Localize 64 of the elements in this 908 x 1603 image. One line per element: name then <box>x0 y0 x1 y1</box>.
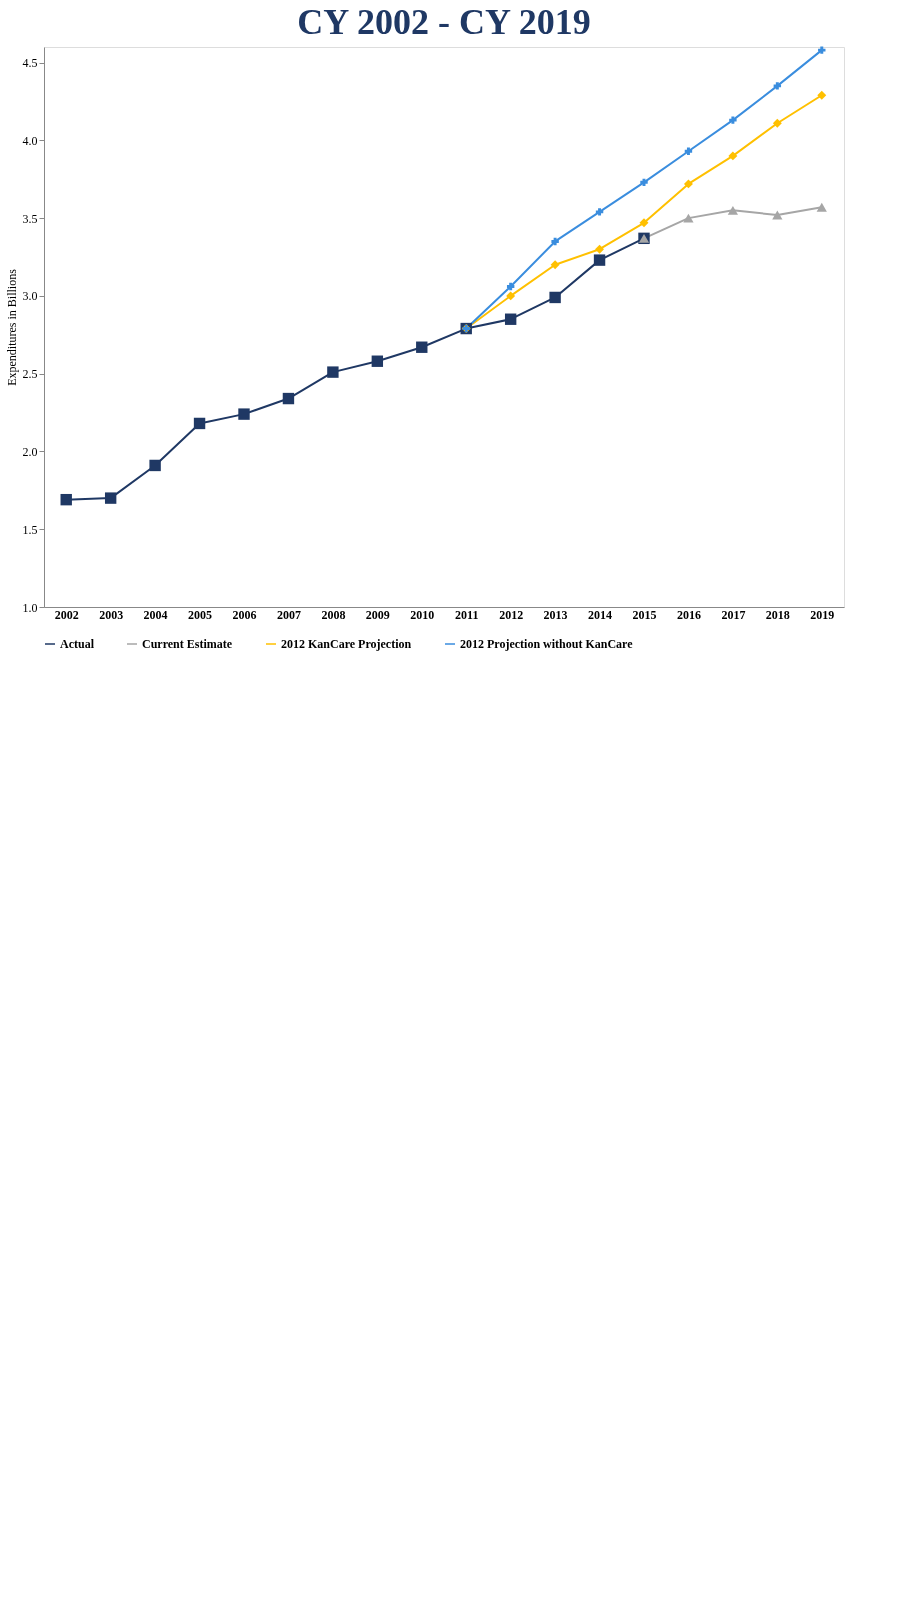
y-tick-label: 4.0 <box>22 133 38 148</box>
point <box>729 116 737 124</box>
point <box>593 254 606 266</box>
point <box>60 493 72 506</box>
point <box>817 90 827 100</box>
legend-label: Actual <box>60 637 95 651</box>
x-tick-label: 2014 <box>588 607 613 622</box>
point <box>728 151 738 161</box>
x-tick-label: 2003 <box>99 607 124 622</box>
y-tick-label: 1.5 <box>22 522 38 537</box>
point <box>550 260 560 270</box>
point <box>772 118 782 128</box>
point <box>371 355 384 367</box>
point <box>104 492 117 504</box>
x-tick-label: 2009 <box>365 607 390 622</box>
point <box>327 366 339 378</box>
x-tick-label: 2010 <box>410 607 435 622</box>
chart-title: CY 2002 - CY 2019 <box>297 2 591 43</box>
point <box>683 179 693 189</box>
x-tick-label: 2002 <box>54 607 79 622</box>
y-tick-label: 4.5 <box>22 56 38 71</box>
point <box>816 202 827 212</box>
x-tick-label: 2017 <box>721 607 746 622</box>
point <box>772 210 783 220</box>
y-tick-label: 3.0 <box>22 289 38 304</box>
legend-label: Current Estimate <box>142 637 233 651</box>
x-tick-label: 2007 <box>276 607 301 622</box>
point <box>773 82 782 90</box>
point <box>640 178 648 187</box>
point <box>818 46 826 54</box>
x-tick-label: 2018 <box>765 607 790 622</box>
point <box>506 291 516 301</box>
point <box>193 417 206 430</box>
point <box>282 392 295 405</box>
x-tick-label: 2019 <box>810 607 835 622</box>
point <box>238 408 250 420</box>
point <box>506 282 515 291</box>
y-axis-title: Expenditures in Billions <box>4 268 19 386</box>
point <box>683 213 694 223</box>
x-tick-label: 2015 <box>632 607 657 622</box>
point <box>639 218 649 228</box>
point <box>549 291 561 304</box>
x-tick-label: 2004 <box>143 607 168 622</box>
point <box>504 313 517 325</box>
point <box>149 459 161 472</box>
x-tick-label: 2006 <box>232 607 257 622</box>
x-tick-label: 2016 <box>676 607 701 622</box>
x-tick-label: 2011 <box>455 607 479 622</box>
y-tick-label: 2.0 <box>22 444 38 459</box>
y-tick-label: 1.0 <box>22 600 38 615</box>
y-tick-label: 2.5 <box>22 367 38 382</box>
legend-label: 2012 KanCare Projection <box>281 637 412 651</box>
legend-label: 2012 Projection without KanCare <box>460 637 634 651</box>
point <box>727 205 739 215</box>
point <box>595 208 604 216</box>
point <box>684 147 693 155</box>
x-tick-label: 2013 <box>543 607 568 622</box>
x-tick-label: 2005 <box>188 607 213 622</box>
x-tick-label: 2012 <box>499 607 524 622</box>
point <box>416 341 428 353</box>
x-tick-label: 2008 <box>321 607 346 622</box>
point <box>551 237 559 246</box>
y-tick-label: 3.5 <box>22 211 38 226</box>
point <box>595 244 605 254</box>
